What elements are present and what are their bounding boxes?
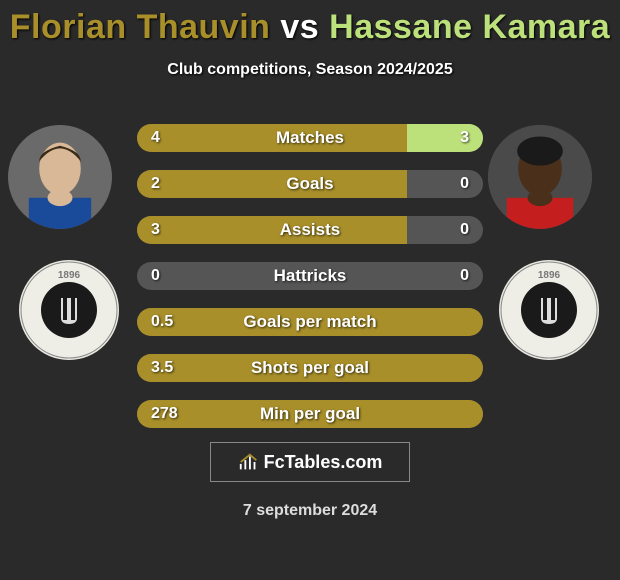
svg-text:1896: 1896 bbox=[58, 270, 81, 281]
stat-label: Min per goal bbox=[137, 400, 483, 428]
player2-club-badge: 1896 bbox=[499, 260, 599, 360]
stat-label: Goals per match bbox=[137, 308, 483, 336]
stat-bar: Goals2 0 bbox=[137, 170, 483, 198]
stats-bars: Matches43Goals20Assists30Hattricks00Goal… bbox=[137, 124, 483, 446]
stat-value-left: 2 bbox=[151, 170, 160, 198]
stat-value-left: 3.5 bbox=[151, 354, 173, 382]
player1-club-badge: 1896 bbox=[19, 260, 119, 360]
site-logo: FcTables.com bbox=[210, 442, 410, 482]
stat-bar: Hattricks0 0 bbox=[137, 262, 483, 290]
stat-value-left: 3 bbox=[151, 216, 160, 244]
stat-value-left: 4 bbox=[151, 124, 160, 152]
player1-name: Florian Thauvin bbox=[10, 8, 271, 46]
stat-value-left: 0.5 bbox=[151, 308, 173, 336]
stat-bar: Matches4 3 bbox=[137, 124, 483, 152]
stat-label: Hattricks bbox=[137, 262, 483, 290]
stat-value-right: 0 bbox=[460, 262, 469, 290]
stat-bar: Shots per goal3.5 bbox=[137, 354, 483, 382]
stat-bar: Goals per match0.5 bbox=[137, 308, 483, 336]
stat-label: Shots per goal bbox=[137, 354, 483, 382]
stat-value-left: 278 bbox=[151, 400, 178, 428]
vs-text: vs bbox=[280, 8, 319, 46]
comparison-title: Florian Thauvin vs Hassane Kamara bbox=[0, 0, 620, 47]
stat-value-right: 0 bbox=[460, 216, 469, 244]
stat-label: Goals bbox=[137, 170, 483, 198]
stat-value-right: 0 bbox=[460, 170, 469, 198]
date-text: 7 september 2024 bbox=[0, 502, 620, 520]
subtitle: Club competitions, Season 2024/2025 bbox=[0, 61, 620, 79]
stat-value-right: 3 bbox=[460, 124, 469, 152]
stat-value-left: 0 bbox=[151, 262, 160, 290]
stat-label: Assists bbox=[137, 216, 483, 244]
site-name: FcTables.com bbox=[264, 452, 383, 473]
chart-icon bbox=[238, 451, 260, 473]
stat-label: Matches bbox=[137, 124, 483, 152]
player2-name: Hassane Kamara bbox=[329, 8, 610, 46]
svg-text:1896: 1896 bbox=[538, 270, 561, 281]
player1-avatar bbox=[8, 125, 112, 229]
stat-bar: Min per goal278 bbox=[137, 400, 483, 428]
player2-avatar bbox=[488, 125, 592, 229]
stat-bar: Assists3 0 bbox=[137, 216, 483, 244]
